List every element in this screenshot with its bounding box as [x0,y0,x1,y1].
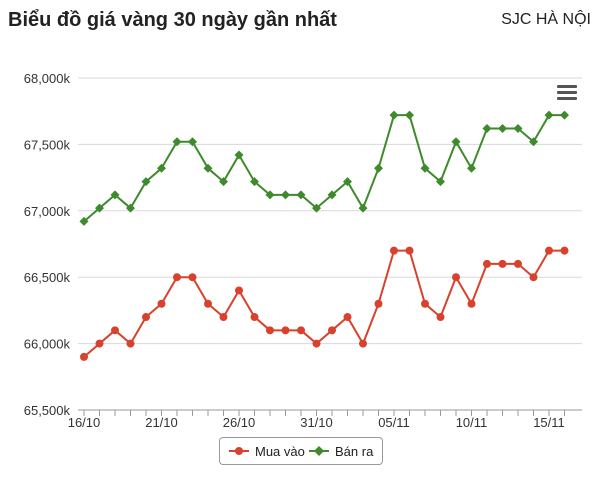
data-point-diamond [482,123,492,133]
y-tick-label: 66,000k [24,337,71,352]
series-line-1 [83,114,565,223]
data-point-diamond [343,177,352,187]
data-point-diamond [234,150,244,160]
data-point-circle [483,259,491,268]
legend-item-mua-vao[interactable]: Mua vào [228,438,305,464]
data-point-circle [328,326,336,335]
data-point-diamond [405,110,414,120]
data-point-circle [95,339,104,348]
data-point-circle [529,273,538,282]
data-point-diamond [265,190,275,200]
x-tick-label: 31/10 [300,415,333,430]
data-point-circle [390,246,398,255]
data-point-diamond [126,203,135,213]
data-point-diamond [529,137,538,147]
data-point-diamond [296,190,306,200]
data-point-diamond [157,163,166,173]
series-line-0 [83,249,565,358]
data-point-circle [297,326,305,335]
data-point-diamond [420,163,430,173]
y-tick-label: 67,500k [24,137,71,152]
data-point-diamond [95,203,104,213]
data-point-circle [560,246,569,255]
data-point-diamond [467,163,476,173]
data-point-circle [545,246,553,255]
data-point-diamond [141,177,151,187]
y-tick-label: 65,500k [24,403,71,418]
data-point-diamond [281,190,290,200]
data-point-circle [157,299,166,308]
data-point-circle [188,273,197,282]
data-point-diamond [250,177,259,187]
x-tick-label: 16/10 [68,415,101,430]
data-point-circle [374,299,383,308]
legend-label-mua-vao: Mua vào [255,443,305,459]
data-point-circle [142,313,150,322]
location-label: SJC HÀ NỘI [501,11,591,28]
data-point-diamond [544,110,554,120]
data-point-diamond [219,177,228,187]
data-point-circle [204,299,212,308]
data-point-diamond [374,163,383,173]
data-point-circle [266,326,274,335]
data-point-circle [80,352,88,361]
x-tick-label: 21/10 [145,415,178,430]
data-point-diamond [358,203,368,213]
data-point-diamond [203,163,213,173]
x-tick-label: 26/10 [223,415,256,430]
legend-label-ban-ra: Bán ra [335,443,374,459]
data-point-diamond [513,123,523,133]
data-point-diamond [560,110,569,120]
data-point-diamond [327,190,337,200]
data-point-circle [219,313,228,322]
legend-marker-diamond-icon [309,446,329,456]
legend-marker-circle-icon [229,447,249,455]
y-tick-label: 68,000k [24,71,71,86]
data-point-circle [250,313,259,322]
data-point-circle [498,259,507,268]
data-point-circle [312,339,321,348]
data-point-circle [421,299,429,308]
page-title: Biểu đồ giá vàng 30 ngày gần nhất [8,9,337,31]
chart-legend: Mua vào Bán ra [219,437,383,465]
data-point-circle [281,326,290,335]
data-point-diamond [436,177,445,187]
data-point-diamond [172,137,182,147]
data-point-diamond [110,190,120,200]
data-point-circle [235,286,243,295]
data-point-circle [343,313,352,322]
data-point-diamond [451,137,461,147]
data-point-diamond [312,203,321,213]
x-tick-label: 05/11 [378,415,410,430]
legend-item-ban-ra[interactable]: Bán ra [308,438,373,464]
y-tick-label: 67,000k [24,204,71,219]
data-point-circle [405,246,414,255]
data-point-circle [111,326,119,335]
data-point-circle [126,339,135,348]
data-point-diamond [188,137,197,147]
x-tick-label: 15/11 [533,415,565,430]
data-point-diamond [498,123,507,133]
data-point-circle [467,299,476,308]
data-point-diamond [389,110,399,120]
data-point-circle [514,259,522,268]
data-point-circle [173,273,181,282]
data-point-circle [436,313,445,322]
data-point-circle [452,273,460,282]
hamburger-menu-icon[interactable] [556,84,578,102]
data-point-diamond [79,216,89,226]
data-point-circle [359,339,367,348]
x-tick-label: 10/11 [456,415,488,430]
y-tick-label: 66,500k [24,270,71,285]
